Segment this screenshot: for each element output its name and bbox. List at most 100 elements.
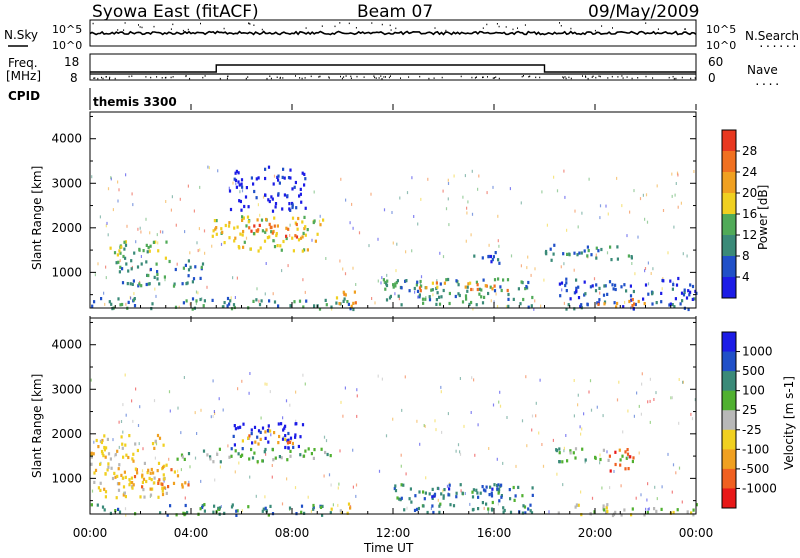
nsky-search-point — [512, 28, 514, 31]
range-cell — [250, 432, 253, 436]
range-cell — [117, 297, 120, 301]
range-cell — [288, 207, 291, 211]
range-cell — [422, 490, 425, 494]
range-cell — [614, 462, 617, 467]
scatter-speck — [634, 272, 636, 276]
range-cell — [590, 253, 593, 257]
range-cell — [277, 192, 280, 196]
range-cell — [140, 262, 143, 266]
range-cell — [261, 459, 264, 463]
range-cell — [413, 508, 417, 512]
range-cell — [235, 513, 238, 517]
nsky-search-point — [248, 22, 250, 25]
range-cell — [124, 443, 127, 447]
power-heatmap — [91, 165, 698, 312]
range-cell — [147, 273, 150, 278]
range-cell — [597, 302, 600, 306]
scatter-speck — [337, 486, 339, 490]
range-cell — [287, 431, 290, 436]
scatter-speck — [649, 377, 651, 381]
range-cell — [475, 488, 478, 492]
range-cell — [229, 299, 232, 303]
scatter-speck — [383, 280, 385, 284]
scatter-speck — [531, 428, 533, 432]
range-cell — [306, 248, 309, 252]
scatter-speck — [342, 267, 344, 271]
range-cell — [473, 254, 476, 258]
range-cell — [117, 507, 120, 511]
range-cell — [461, 491, 464, 495]
range-cell — [278, 455, 281, 459]
colorbar-tick-label: 8 — [742, 249, 750, 263]
scatter-speck — [690, 412, 692, 416]
range-cell — [644, 283, 648, 287]
range-cell — [107, 452, 111, 456]
range-cell — [389, 294, 392, 298]
x-tick-label: 00:00 — [679, 526, 714, 540]
range-cell — [602, 504, 605, 508]
range-cell — [587, 249, 590, 253]
range-cell — [303, 227, 306, 231]
scatter-speck — [621, 204, 623, 208]
range-cell — [239, 232, 242, 236]
range-cell — [660, 291, 663, 295]
range-cell — [145, 243, 148, 247]
range-cell — [600, 247, 603, 252]
scatter-speck — [230, 296, 232, 300]
nave-point — [622, 77, 624, 79]
nsky-search-point — [601, 25, 603, 27]
nsky-search-point — [371, 22, 373, 24]
range-cell — [228, 302, 231, 306]
scatter-speck — [391, 211, 393, 214]
range-cell — [182, 301, 185, 305]
range-cell — [630, 298, 633, 302]
range-cell — [215, 219, 218, 223]
range-cell — [161, 465, 165, 469]
scatter-speck — [331, 307, 333, 311]
range-cell — [488, 493, 491, 497]
range-cell — [671, 287, 674, 291]
range-cell — [129, 480, 132, 485]
scatter-speck — [447, 178, 449, 182]
range-cell — [489, 485, 492, 489]
range-cell — [482, 488, 486, 492]
scatter-speck — [638, 404, 640, 408]
nave-point — [150, 76, 152, 79]
scatter-speck — [442, 255, 445, 259]
range-cell — [294, 234, 297, 238]
scatter-speck — [377, 374, 379, 378]
range-cell — [276, 175, 279, 179]
range-cell — [130, 259, 133, 263]
scatter-speck — [199, 185, 201, 189]
nave-point — [523, 75, 524, 77]
range-cell — [416, 289, 420, 293]
range-cell — [626, 448, 629, 452]
range-cell — [129, 282, 132, 286]
scatter-speck — [599, 291, 601, 295]
range-cell — [90, 503, 93, 507]
range-cell — [396, 279, 399, 283]
range-cell — [329, 511, 332, 515]
colorbar-tick-label: -25 — [742, 423, 762, 437]
nave-point — [114, 77, 116, 80]
scatter-speck — [295, 390, 297, 394]
range-cell — [676, 508, 679, 512]
scatter-speck — [640, 412, 642, 416]
scatter-speck — [566, 228, 568, 232]
scatter-speck — [328, 473, 331, 477]
range-cell — [382, 278, 385, 282]
range-cell — [202, 304, 205, 308]
range-cell — [280, 248, 283, 252]
range-cell — [104, 490, 108, 494]
range-cell — [163, 486, 166, 490]
range-cell — [182, 266, 185, 270]
range-cell — [153, 275, 156, 279]
range-cell — [560, 281, 564, 285]
scatter-speck — [289, 234, 291, 237]
range-cell — [228, 236, 231, 240]
range-cell — [242, 216, 245, 220]
range-cell — [240, 208, 243, 212]
range-cell — [531, 486, 534, 490]
range-cell — [214, 227, 217, 231]
range-cell — [234, 236, 237, 240]
